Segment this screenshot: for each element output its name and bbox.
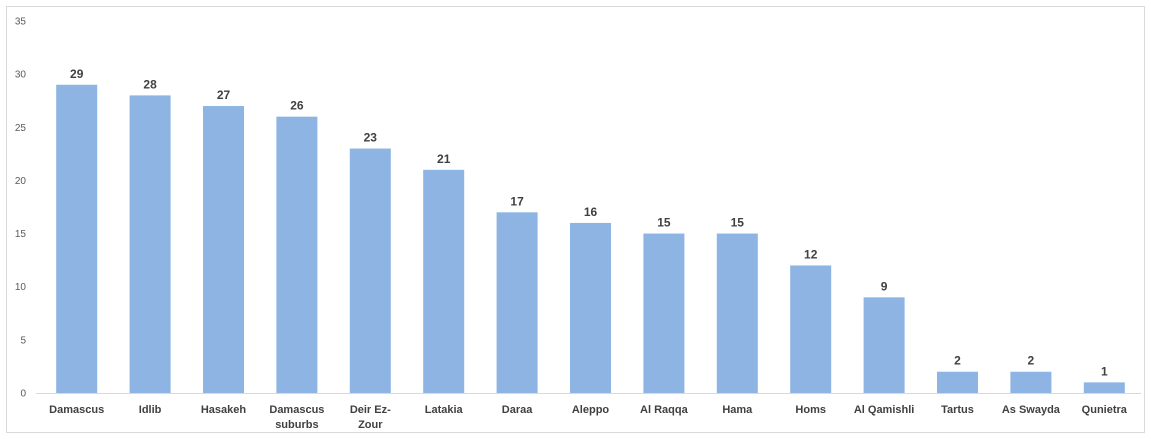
data-label: 16 — [584, 205, 598, 219]
bar — [716, 233, 758, 393]
bar — [863, 297, 905, 393]
y-tick-label: 20 — [15, 176, 27, 187]
data-label: 9 — [881, 279, 888, 293]
bar — [56, 84, 98, 394]
data-label: 29 — [70, 67, 84, 81]
bar — [570, 222, 611, 393]
data-label: 15 — [731, 216, 745, 230]
y-tick-label: 30 — [15, 70, 27, 81]
data-label: 26 — [290, 99, 304, 113]
data-label: 23 — [364, 131, 378, 145]
y-tick-label: 15 — [15, 229, 27, 240]
bar — [203, 106, 244, 394]
category-label: Qunietra — [1082, 404, 1128, 416]
category-label: Damascus — [49, 404, 104, 416]
category-label: Idlib — [139, 404, 162, 416]
y-tick-label: 10 — [15, 282, 27, 293]
y-axis: 0 5 10 15 20 25 30 35 — [15, 17, 27, 400]
data-label: 2 — [1028, 354, 1035, 368]
bar — [937, 371, 978, 393]
category-label: Al Qamishli — [854, 404, 915, 416]
data-label: 17 — [510, 194, 524, 208]
category-label: Damascus suburbs — [269, 404, 324, 431]
y-tick-label: 25 — [15, 123, 27, 134]
bar — [1083, 382, 1125, 393]
bar — [349, 148, 391, 393]
data-label: 21 — [437, 152, 451, 166]
category-label: Daraa — [502, 404, 533, 416]
category-label: Hasakeh — [201, 404, 247, 416]
y-tick-label: 5 — [20, 335, 26, 346]
bar — [790, 265, 832, 393]
category-label: Homs — [795, 404, 826, 416]
data-label: 12 — [804, 247, 818, 261]
category-label: Latakia — [425, 404, 464, 416]
bar — [1010, 371, 1052, 393]
category-label: Aleppo — [572, 404, 610, 416]
data-label: 15 — [657, 216, 671, 230]
bar — [129, 95, 171, 394]
category-label: Deir Ez-Zour — [350, 404, 391, 431]
bar — [423, 169, 465, 393]
x-axis-labels: Damascus Idlib Hasakeh Damascus suburbs Deir … — [49, 404, 1128, 431]
data-label: 1 — [1101, 364, 1108, 378]
category-label: Al Raqqa — [640, 404, 689, 416]
category-label: Tartus — [941, 404, 974, 416]
category-label: Hama — [722, 404, 753, 416]
y-tick-label: 35 — [15, 17, 27, 28]
bar — [496, 212, 538, 393]
data-label: 2 — [954, 354, 961, 368]
data-label: 27 — [217, 88, 231, 102]
y-tick-label: 0 — [20, 389, 26, 400]
data-label: 28 — [143, 77, 157, 91]
bars — [56, 84, 1125, 394]
chart-frame — [6, 6, 1145, 433]
bar — [643, 233, 685, 393]
bar — [276, 116, 318, 394]
category-label: As Swayda — [1002, 404, 1061, 416]
